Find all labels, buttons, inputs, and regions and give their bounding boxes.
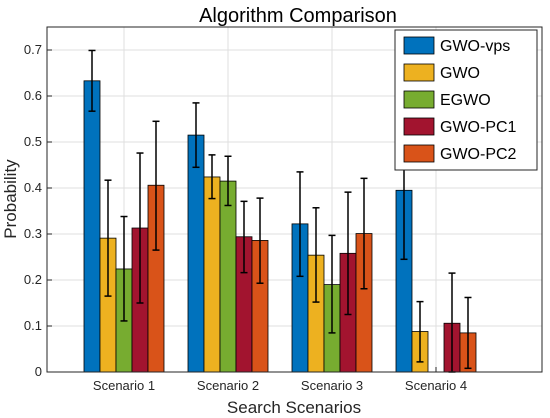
x-tick-label: Scenario 1 (93, 378, 155, 393)
legend-label: EGWO (440, 92, 491, 109)
y-tick-label: 0 (35, 364, 42, 379)
y-tick-label: 0.2 (24, 272, 42, 287)
bar (203, 176, 221, 373)
legend-swatch (403, 63, 435, 82)
y-tick-label: 0.5 (24, 134, 42, 149)
y-tick-label: 0.6 (24, 88, 42, 103)
x-tick-label: Scenario 2 (197, 378, 259, 393)
bar (187, 134, 205, 373)
legend-label: GWO-PC1 (440, 119, 517, 136)
y-axis-label: Probability (1, 159, 20, 239)
y-tick-label: 0.7 (24, 42, 42, 57)
y-axis: 0 0.1 0.2 0.3 0.4 0.5 0.6 0.7 (24, 42, 52, 379)
y-tick-label: 0.4 (24, 180, 42, 195)
error-bars (88, 49, 472, 373)
chart-title: Algorithm Comparison (199, 5, 397, 27)
x-axis-label: Search Scenarios (227, 398, 361, 417)
bars (83, 80, 477, 373)
y-tick-label: 0.1 (24, 318, 42, 333)
legend-swatch (403, 90, 435, 109)
y-tick-label: 0.3 (24, 226, 42, 241)
legend-swatch (403, 117, 435, 136)
legend-swatch (403, 36, 435, 55)
legend: GWO-vps GWO EGWO GWO-PC1 GWO-PC2 (394, 29, 538, 171)
legend-swatch (403, 144, 435, 163)
legend-label: GWO (440, 65, 480, 82)
bar (219, 180, 237, 373)
plot-frame (46, 26, 543, 373)
x-tick-label: Scenario 3 (301, 378, 363, 393)
x-axis: Scenario 1 Scenario 2 Scenario 3 Scenario 4 (93, 367, 467, 393)
legend-label: GWO-vps (440, 38, 510, 55)
x-tick-label: Scenario 4 (405, 378, 467, 393)
bar (83, 80, 101, 373)
legend-label: GWO-PC2 (440, 146, 517, 163)
